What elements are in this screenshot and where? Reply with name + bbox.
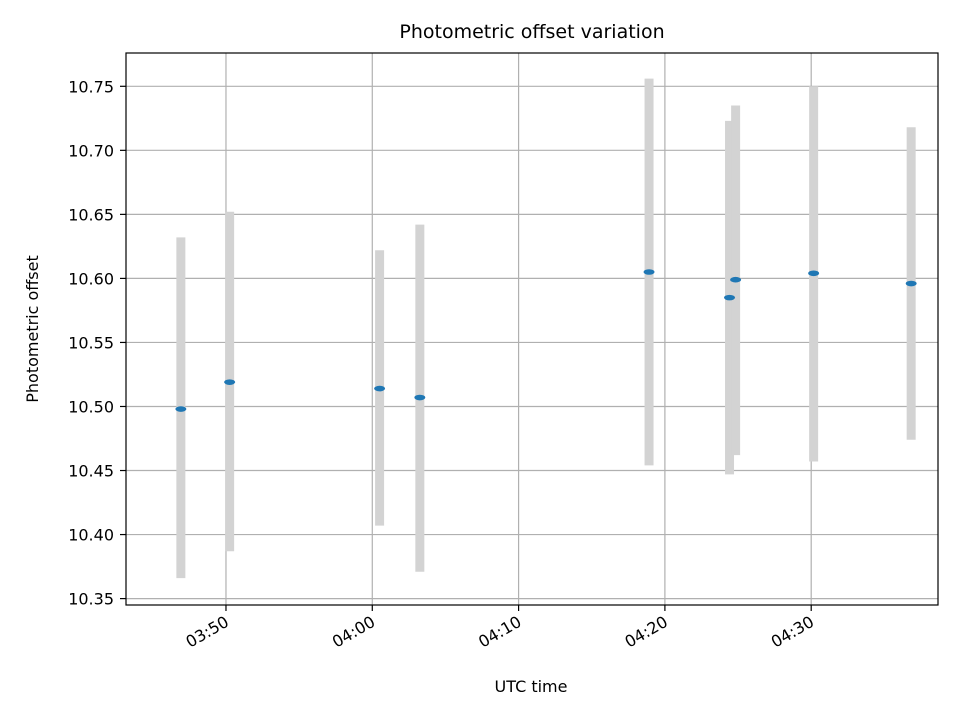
y-axis-ticks: 10.35 10.40 10.45 10.50 10.55 10.60 10.65 10.70… [68, 77, 126, 609]
data-points [175, 269, 917, 412]
data-point [724, 294, 736, 301]
data-point [808, 270, 820, 277]
y-tick-label: 10.45 [68, 462, 114, 481]
data-point [730, 276, 742, 283]
data-point [224, 379, 236, 385]
y-tick-label: 10.40 [68, 526, 114, 545]
data-point [175, 406, 187, 412]
x-axis-label: UTC time [495, 677, 568, 696]
data-point [643, 269, 655, 275]
chart-title: Photometric offset variation [399, 21, 664, 43]
y-tick-label: 10.35 [68, 590, 114, 609]
y-tick-label: 10.75 [68, 77, 114, 96]
y-tick-label: 10.55 [68, 333, 114, 352]
data-point [905, 280, 917, 287]
y-tick-label: 10.65 [68, 205, 114, 224]
plot-area-frame [125, 52, 939, 606]
data-point [374, 385, 386, 392]
data-point [414, 394, 426, 401]
y-tick-label: 10.50 [68, 397, 114, 416]
y-tick-label: 10.60 [68, 269, 114, 288]
y-axis-label: Photometric offset [23, 255, 42, 403]
y-tick-label: 10.70 [68, 141, 114, 160]
